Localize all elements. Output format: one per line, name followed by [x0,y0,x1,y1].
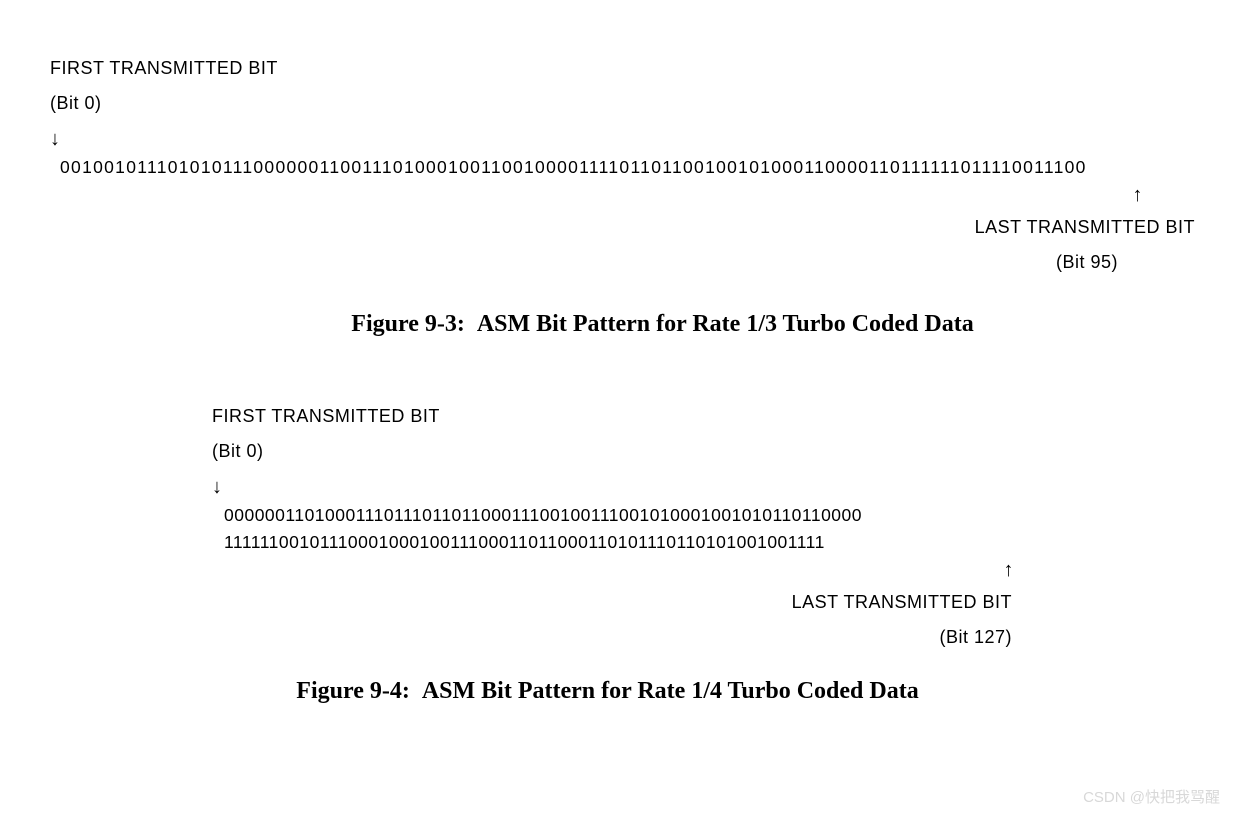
figure-9-3-block: FIRST TRANSMITTED BIT (Bit 0) ↓ 00100101… [0,0,1240,338]
first-transmitted-label-group: FIRST TRANSMITTED BIT (Bit 0) ↓ [0,58,1240,151]
first-bit-label: (Bit 0) [50,93,1240,114]
last-bit-label: (Bit 95) [0,252,1118,273]
first-bit-label-2: (Bit 0) [212,441,1240,462]
last-transmitted-label-group-2: ↑ LAST TRANSMITTED BIT (Bit 127) [0,559,1240,648]
last-bit-label-2: (Bit 127) [0,627,1012,648]
figure-9-3-caption: Figure 9-3: ASM Bit Pattern for Rate 1/3… [85,311,1240,338]
first-transmitted-label: FIRST TRANSMITTED BIT [50,58,1240,79]
last-transmitted-label-2: LAST TRANSMITTED BIT [0,592,1012,613]
bit-pattern-figure-9-3: 0010010111010101110000001100111010001001… [60,157,1240,178]
first-transmitted-label-2: FIRST TRANSMITTED BIT [212,406,1240,427]
up-arrow-icon: ↑ [0,184,1143,207]
csdn-watermark: CSDN @快把我骂醒 [1083,786,1220,807]
bit-pattern-figure-9-4-row1: 0000001101000111011101101100011100100111… [224,505,1240,526]
up-arrow-icon-2: ↑ [0,559,1014,582]
figure-9-4-caption: Figure 9-4: ASM Bit Pattern for Rate 1/4… [0,678,1240,705]
last-transmitted-label: LAST TRANSMITTED BIT [0,217,1195,238]
last-transmitted-label-group: ↑ LAST TRANSMITTED BIT (Bit 95) [0,184,1240,273]
down-arrow-icon: ↓ [50,128,1240,151]
down-arrow-icon-2: ↓ [212,476,1240,499]
first-transmitted-label-group-2: FIRST TRANSMITTED BIT (Bit 0) ↓ [0,406,1240,499]
bit-pattern-figure-9-4-row2: 1111110010111000100010011100011011000110… [224,532,1240,553]
figure-9-4-block: FIRST TRANSMITTED BIT (Bit 0) ↓ 00000011… [0,406,1240,705]
